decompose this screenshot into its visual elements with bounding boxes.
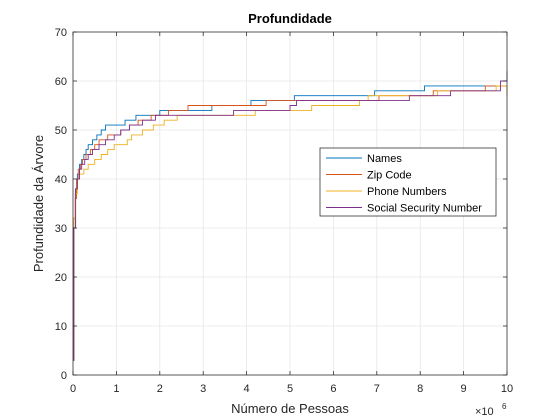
- x-axis-multiplier-exponent: 6: [502, 402, 507, 411]
- x-tick-label: 10: [501, 383, 513, 395]
- y-tick-label: 20: [55, 272, 67, 284]
- x-tick-label: 2: [157, 383, 163, 395]
- tick-labels: 0 1 2 3 4 5 6 7 8 9 10 0 10 20 30 40 50 60 70: [55, 27, 513, 395]
- y-tick-label: 10: [55, 321, 67, 333]
- series-line-3: [73, 71, 508, 361]
- legend-label-1: Zip Code: [367, 170, 412, 182]
- legend-label-0: Names: [367, 153, 402, 165]
- ticks: [72, 31, 508, 376]
- y-tick-label: 70: [55, 27, 67, 39]
- legend-box: [319, 147, 497, 217]
- x-axis-title: Número de Pessoas: [231, 401, 349, 416]
- chart-title: Profundidade: [248, 11, 332, 26]
- x-tick-label: 0: [70, 383, 76, 395]
- x-axis-multiplier-base: ×10: [475, 406, 494, 418]
- y-tick-label: 30: [55, 223, 67, 235]
- x-tick-label: 5: [287, 383, 293, 395]
- y-tick-label: 50: [55, 125, 67, 137]
- series-line-0: [73, 85, 507, 361]
- y-axis-title: Profundidade da Árvore: [31, 135, 46, 272]
- x-tick-label: 4: [244, 383, 250, 395]
- x-tick-label: 8: [417, 383, 423, 395]
- x-tick-label: 6: [330, 383, 336, 395]
- x-tick-label: 9: [461, 383, 467, 395]
- y-tick-label: 40: [55, 174, 67, 186]
- y-tick-label: 0: [61, 370, 67, 382]
- x-tick-label: 7: [374, 383, 380, 395]
- legend-label-2: Phone Numbers: [367, 186, 447, 198]
- x-tick-label: 1: [113, 383, 119, 395]
- series-line-2: [73, 85, 508, 361]
- legend-label-3: Social Security Number: [367, 203, 482, 215]
- y-tick-label: 60: [55, 76, 67, 88]
- x-axis-multiplier: ×10 6: [475, 402, 507, 418]
- series-lines: [73, 71, 508, 361]
- x-tick-label: 3: [200, 383, 206, 395]
- legend: Names Zip Code Phone Numbers Social Securit…: [319, 147, 497, 217]
